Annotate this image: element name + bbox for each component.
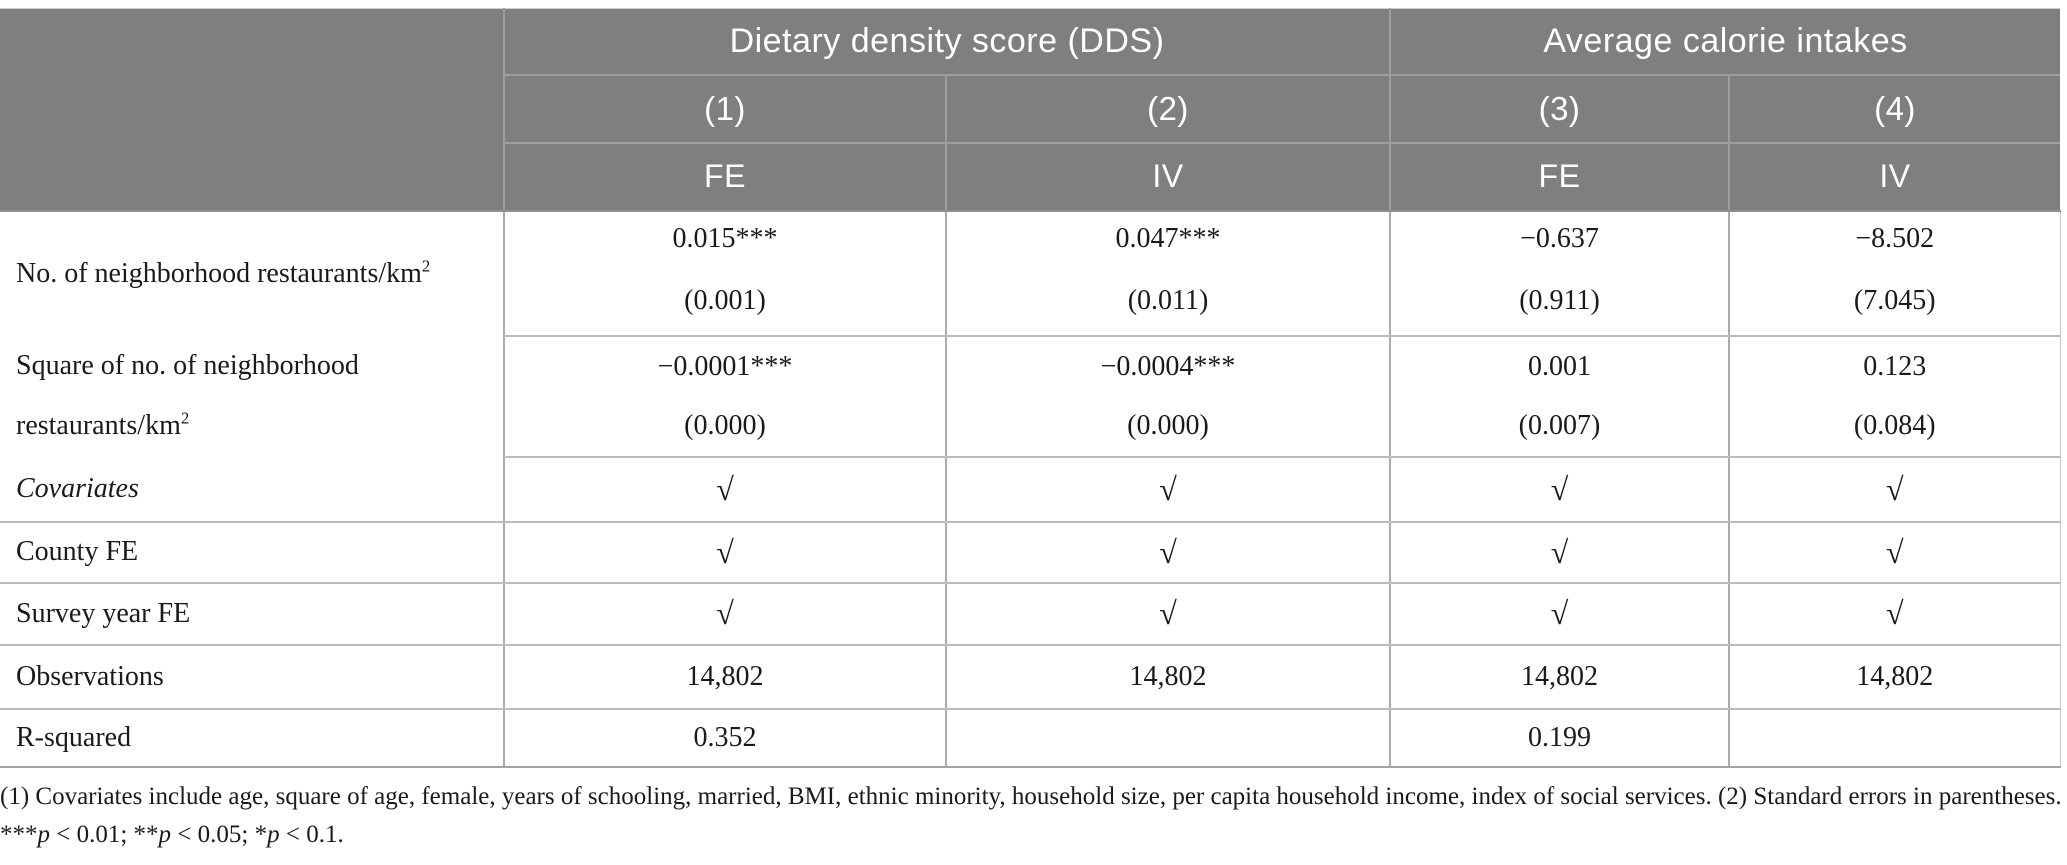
se-cell: (0.001) xyxy=(503,266,946,337)
coef-cell: 0.015*** xyxy=(503,210,946,267)
header-estimator-1: FE xyxy=(503,142,946,212)
value-cell: 14,802 xyxy=(503,644,946,710)
value-cell: 14,802 xyxy=(1728,644,2061,710)
footnote-p-symbol: p xyxy=(267,821,280,849)
header-model-2: (2) xyxy=(945,74,1390,144)
se-cell: (0.911) xyxy=(1389,266,1729,337)
check-cell: √ xyxy=(1389,521,1729,584)
header-group-row: Dietary density score (DDS) Average calo… xyxy=(0,8,2060,212)
row-label-line1: Square of no. of neighborhood xyxy=(16,349,359,381)
row-observations: Observations 14,802 14,802 14,802 14,802 xyxy=(0,644,2061,710)
se-cell: (0.011) xyxy=(945,266,1390,337)
row-label-survey-year-fe: Survey year FE xyxy=(0,582,504,646)
se-cell: (0.000) xyxy=(503,396,946,458)
row-label-line2-text: restaurants/km xyxy=(16,410,181,441)
value-cell xyxy=(945,708,1390,768)
row-label-observations: Observations xyxy=(0,644,504,710)
footnote-p-symbol: p xyxy=(158,821,172,849)
header-estimator-3: FE xyxy=(1389,142,1729,212)
row-label-text: Square of no. of neighborhood restaurant… xyxy=(16,336,497,456)
check-cell: √ xyxy=(1728,521,2061,584)
regression-table: Dietary density score (DDS) Average calo… xyxy=(0,8,2061,768)
se-cell: (0.084) xyxy=(1728,396,2061,458)
check-cell: √ xyxy=(503,456,946,523)
footnote-segment: < 0.1. xyxy=(279,821,344,849)
coef-cell: 0.001 xyxy=(1389,335,1729,397)
coef-cell: −8.502 xyxy=(1728,210,2061,267)
row-label-r-squared: R-squared xyxy=(0,708,504,768)
row-r-squared: R-squared 0.352 0.199 xyxy=(0,708,2061,768)
row-survey-year-fe: Survey year FE √ √ √ √ xyxy=(0,582,2061,646)
value-cell: 0.199 xyxy=(1389,708,1729,768)
footnote-segment: < 0.01; ** xyxy=(50,821,159,849)
row-restaurants-sq-coef: Square of no. of neighborhood restaurant… xyxy=(0,335,2061,457)
header-group-calorie: Average calorie intakes xyxy=(1389,8,2060,76)
footnote-segment: (1) Covariates include age, square of ag… xyxy=(0,782,2062,849)
check-cell: √ xyxy=(1389,582,1729,646)
row-label-restaurants-sq: Square of no. of neighborhood restaurant… xyxy=(0,335,504,457)
value-cell: 14,802 xyxy=(1389,644,1729,710)
table-footnote: (1) Covariates include age, square of ag… xyxy=(0,778,2063,856)
header-model-number-row: (1) (2) (3) (4) xyxy=(0,74,2060,144)
check-cell: √ xyxy=(503,582,946,646)
row-label-text: No. of neighborhood restaurants/km xyxy=(16,257,422,289)
coef-cell: −0.637 xyxy=(1389,210,1729,267)
check-cell: √ xyxy=(1728,456,2061,523)
row-label-superscript: 2 xyxy=(421,256,431,276)
row-restaurants-se: (0.001) (0.011) (0.911) (7.045) xyxy=(0,266,2061,337)
value-cell xyxy=(1728,708,2061,768)
header-model-4: (4) xyxy=(1728,74,2060,144)
regression-results-page: Dietary density score (DDS) Average calo… xyxy=(0,8,2067,865)
check-cell: √ xyxy=(503,521,946,584)
header-estimator-2: IV xyxy=(945,142,1390,212)
header-group-dds: Dietary density score (DDS) xyxy=(503,8,1390,76)
value-cell: 0.352 xyxy=(503,708,946,768)
se-cell: (0.007) xyxy=(1389,396,1729,458)
check-cell: √ xyxy=(945,456,1390,523)
header-corner-cell xyxy=(0,8,504,212)
row-covariates: Covariates √ √ √ √ xyxy=(0,456,2061,523)
row-label-covariates: Covariates xyxy=(0,456,504,523)
row-label-restaurants: No. of neighborhood restaurants/km2 xyxy=(0,210,504,336)
coef-cell: −0.0004*** xyxy=(945,335,1390,397)
footnote-p-symbol: p xyxy=(37,821,51,849)
row-label-superscript: 2 xyxy=(180,408,190,428)
row-restaurants-sq-se: (0.000) (0.000) (0.007) (0.084) xyxy=(0,396,2061,458)
check-cell: √ xyxy=(1389,456,1729,523)
row-restaurants-coef: No. of neighborhood restaurants/km2 0.01… xyxy=(0,210,2061,336)
se-cell: (0.000) xyxy=(945,396,1390,458)
row-county-fe: County FE √ √ √ √ xyxy=(0,521,2061,584)
row-label-county-fe: County FE xyxy=(0,521,504,584)
coef-cell: 0.123 xyxy=(1728,335,2061,397)
check-cell: √ xyxy=(1728,582,2061,646)
check-cell: √ xyxy=(945,582,1390,646)
check-cell: √ xyxy=(945,521,1390,584)
footnote-segment: < 0.05; * xyxy=(171,821,268,849)
header-model-1: (1) xyxy=(503,74,946,144)
coef-cell: 0.047*** xyxy=(945,210,1390,267)
header-estimator-4: IV xyxy=(1728,142,2060,212)
se-cell: (7.045) xyxy=(1728,266,2061,337)
header-model-3: (3) xyxy=(1389,74,1729,144)
coef-cell: −0.0001*** xyxy=(503,335,946,397)
value-cell: 14,802 xyxy=(945,644,1390,710)
header-estimator-row: FE IV FE IV xyxy=(0,142,2060,212)
row-label-line2: restaurants/km2 xyxy=(16,396,497,456)
